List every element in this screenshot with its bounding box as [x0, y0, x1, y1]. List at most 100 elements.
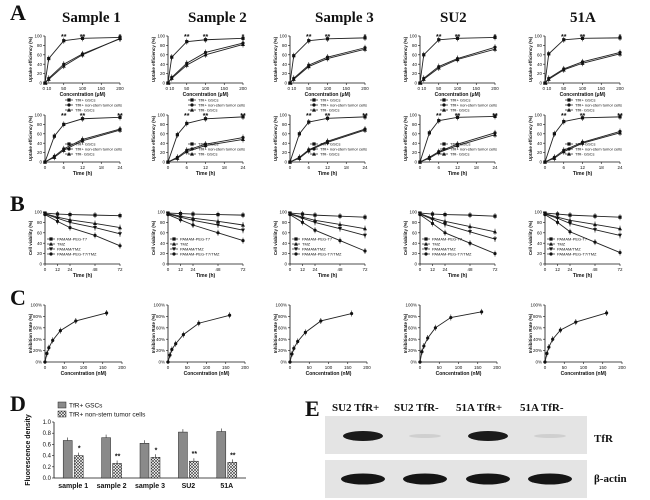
data-point	[468, 230, 472, 234]
x-tick-label: 18	[474, 165, 480, 170]
y-axis-label: Inhibition Rate (%)	[151, 313, 156, 353]
x-tick-label: 200	[493, 365, 501, 370]
x-tick-label: 48	[337, 267, 343, 272]
y-axis-label: Inhibition Rate (%)	[403, 313, 408, 353]
legend-label: TfR+ GSCs	[69, 403, 103, 410]
series-tmz	[543, 211, 622, 232]
x-tick-label: 150	[222, 365, 230, 370]
y-tick-label: 20%	[33, 348, 42, 353]
legend-marker	[567, 108, 571, 112]
y-tick-label: 0.4	[43, 454, 52, 460]
legend-marker	[312, 108, 316, 112]
y-tick-label: 0%	[280, 360, 287, 365]
y-tick-label: 20%	[533, 348, 542, 353]
data-point	[436, 65, 441, 70]
data-point	[338, 222, 342, 227]
significance-mark: **	[436, 113, 442, 120]
y-tick-label: 40	[37, 141, 43, 146]
data-point	[61, 64, 66, 68]
x-tick-label: 12	[80, 165, 86, 170]
y-tick-label: 20	[282, 71, 288, 76]
data-point	[580, 61, 585, 65]
y-tick-label: 0.2	[43, 465, 52, 471]
x-tick-label: 100	[454, 86, 462, 91]
data-point	[468, 224, 472, 229]
y-tick-label: 40	[537, 62, 543, 67]
data-point	[118, 232, 122, 236]
y-tick-label: 80%	[33, 314, 42, 319]
x-tick-label: 50	[307, 365, 313, 370]
x-tick-label: 12	[55, 267, 61, 272]
y-tick-label: 40	[282, 241, 288, 246]
column-title-51a: 51A	[570, 10, 596, 26]
y-tick-label: 0%	[35, 360, 42, 365]
data-point	[418, 213, 422, 217]
series-tfr-gscs	[43, 34, 122, 85]
bar-tfr-gscs	[101, 437, 111, 479]
y-tick-label: 40	[537, 141, 543, 146]
y-tick-label: 60	[537, 131, 543, 136]
bar-tfr-non-stem-tumor-cells	[227, 462, 238, 479]
y-axis-label: Uptake efficiency (%)	[28, 115, 33, 161]
data-point	[430, 221, 435, 226]
data-point	[93, 221, 97, 226]
series-pamam-peg-t7-tmz	[543, 213, 622, 256]
y-tick-label: 100	[34, 34, 42, 39]
x-tick-label: 50	[184, 86, 190, 91]
x-axis-label: Concentration (nM)	[306, 371, 352, 377]
significance-mark: **	[80, 113, 86, 120]
data-point	[118, 244, 122, 248]
data-point	[197, 321, 201, 325]
data-point	[552, 132, 556, 136]
x-axis-label: Concentration (nM)	[561, 371, 607, 377]
legend-label: TfR+ non-stem tumor cells	[75, 147, 122, 152]
legend-label: TfR+ GSCs	[75, 98, 96, 103]
y-tick-label: 100	[34, 113, 42, 118]
y-tick-label: 20	[412, 150, 418, 155]
data-point	[52, 134, 56, 138]
data-point	[313, 213, 317, 217]
x-axis-label: Concentration (nM)	[184, 371, 230, 377]
y-tick-label: 20	[282, 150, 288, 155]
data-point	[166, 81, 170, 85]
x-tick-label: 50	[61, 86, 67, 91]
x-tick-label: 72	[492, 267, 498, 272]
significance-mark: *	[494, 34, 497, 41]
x-tick-label: 200	[116, 86, 124, 91]
y-tick-label: 80	[282, 43, 288, 48]
x-tick-label: 6	[437, 165, 440, 170]
y-tick-label: 0.0	[43, 476, 52, 482]
series-tfr-non-stem-tumor-cells	[418, 44, 497, 85]
x-tick-label: 0 10	[542, 86, 551, 91]
data-point	[118, 214, 122, 218]
significance-mark: **	[230, 452, 236, 459]
x-tick-label: 12	[555, 267, 561, 272]
legend-label: TfR+ GSCs	[450, 98, 471, 103]
series-line	[544, 53, 621, 84]
legend-label: PAMAM/TMZ	[432, 247, 456, 252]
chart-c-inhibition-1: 0% 20% 40% 60% 80% 100% 0 50 100 150 200 Concentrat…	[21, 299, 128, 380]
data-point	[168, 353, 172, 357]
y-axis-label: Uptake efficiency (%)	[528, 115, 533, 161]
x-tick-label: 0	[44, 365, 47, 370]
y-axis-label: Uptake efficiency (%)	[273, 36, 278, 82]
series-tfr-gscs	[166, 41, 245, 85]
y-tick-label: 80	[37, 43, 43, 48]
data-point	[51, 338, 55, 342]
data-point	[468, 241, 472, 245]
x-tick-label: 100	[80, 365, 88, 370]
y-tick-label: 0	[414, 81, 417, 86]
x-tick-label: 150	[472, 86, 480, 91]
x-axis-label: Time (h)	[448, 273, 468, 279]
x-tick-label: 0	[544, 267, 547, 272]
series-tfr-gscs	[43, 35, 122, 85]
y-axis-label: Cell viability (%)	[28, 220, 33, 255]
significance-mark: **	[117, 113, 123, 120]
data-point	[618, 250, 622, 255]
series-tfr-non-stem-tumor-cells	[288, 44, 367, 85]
y-tick-label: 60	[37, 131, 43, 136]
legend-marker	[67, 108, 71, 112]
y-tick-label: 80%	[278, 314, 287, 319]
x-tick-label: 24	[617, 165, 623, 170]
